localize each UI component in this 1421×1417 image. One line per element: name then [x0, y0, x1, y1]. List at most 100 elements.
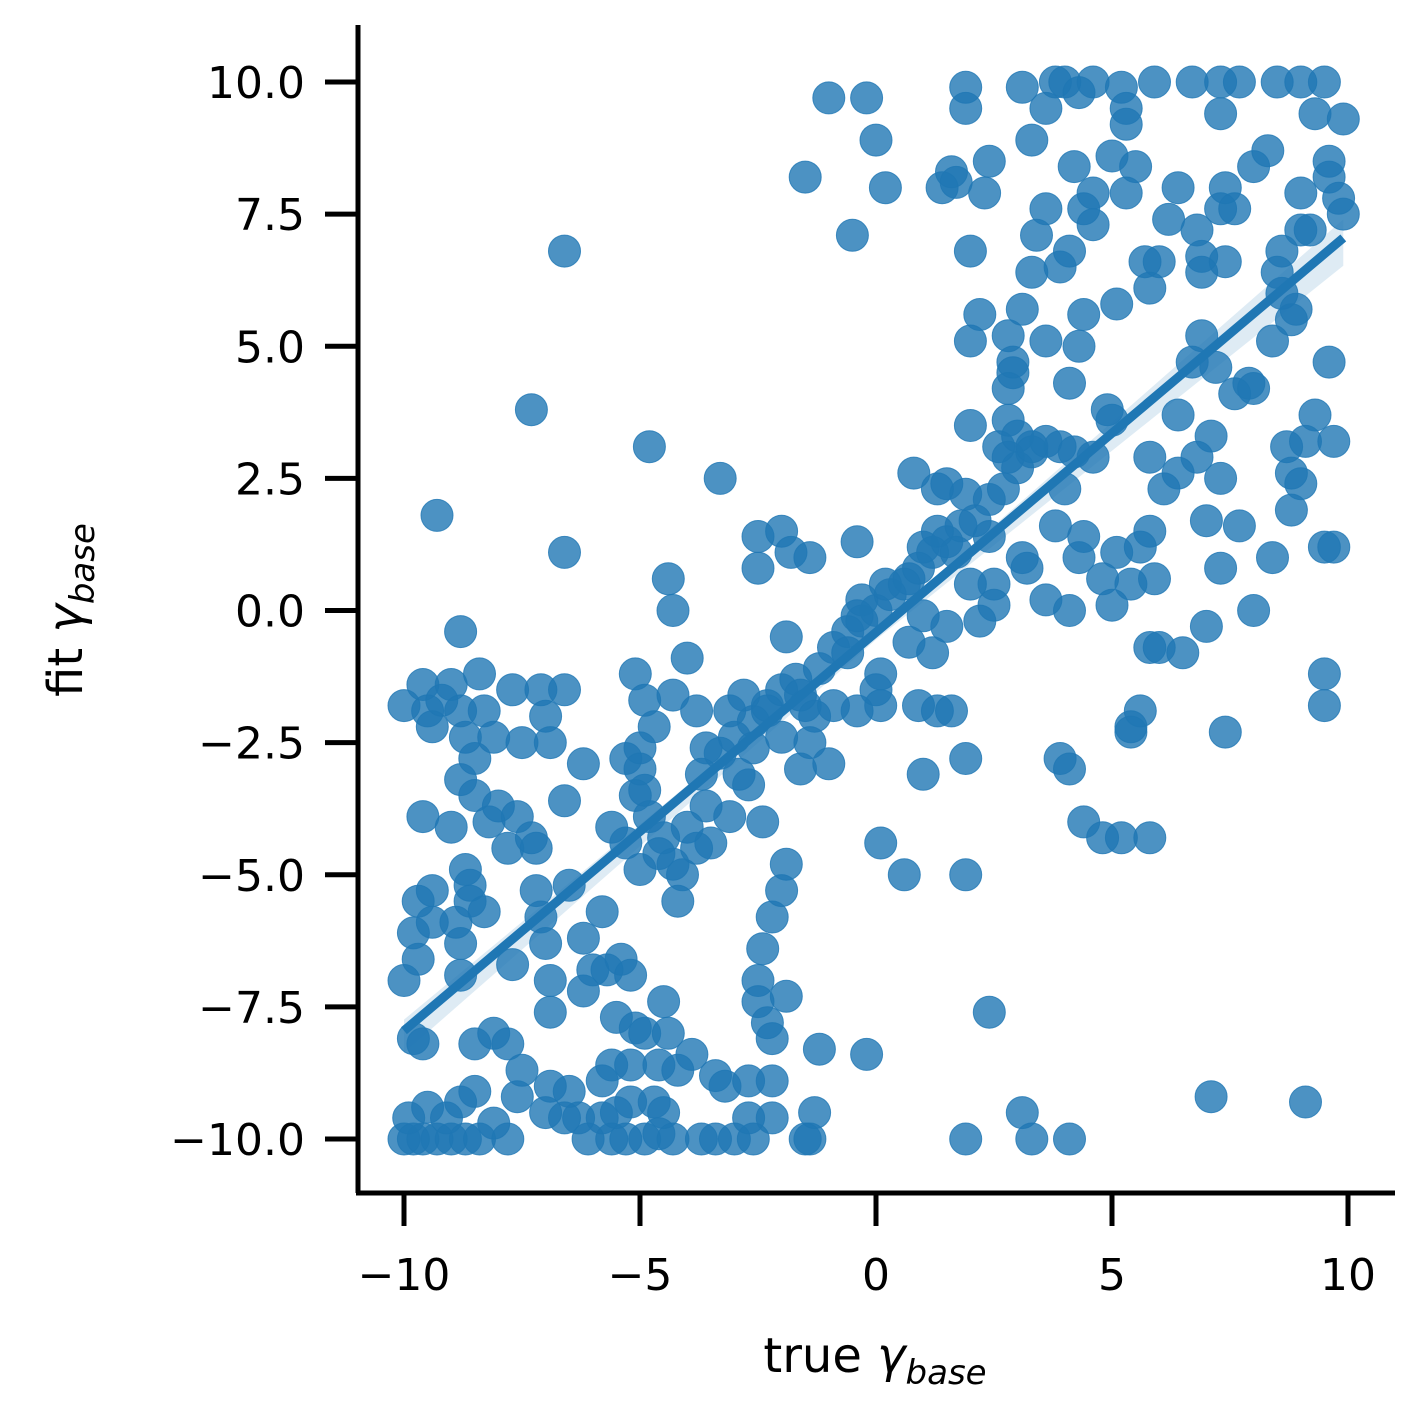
data-point — [1237, 372, 1271, 405]
data-point — [949, 70, 983, 104]
data-point — [1222, 65, 1256, 99]
data-point — [755, 1064, 789, 1098]
data-point — [491, 1027, 525, 1061]
data-point — [1307, 657, 1341, 691]
data-point — [769, 979, 803, 1013]
data-point — [1204, 551, 1238, 585]
data-point — [972, 995, 1006, 1029]
data-point — [647, 985, 681, 1019]
data-point — [920, 472, 954, 506]
data-point — [448, 853, 482, 886]
data-point — [656, 678, 690, 712]
data-point — [1293, 213, 1327, 247]
data-point — [1133, 821, 1167, 855]
y-tick-label: 5.0 — [235, 322, 305, 373]
data-point — [1317, 424, 1351, 458]
data-point — [1053, 1122, 1086, 1156]
data-point — [1152, 202, 1186, 236]
x-tick-label: −5 — [608, 1250, 673, 1301]
data-point — [1204, 97, 1238, 131]
data-point — [623, 853, 657, 886]
data-point — [1015, 255, 1049, 289]
data-point — [892, 562, 926, 596]
data-point — [595, 810, 629, 844]
data-point — [434, 810, 468, 844]
data-point — [505, 726, 539, 760]
data-point — [1076, 176, 1110, 210]
y-tick-label: −2.5 — [198, 719, 305, 770]
data-point — [1109, 176, 1143, 210]
data-point — [496, 673, 530, 707]
data-point — [670, 641, 704, 675]
data-point — [694, 826, 728, 860]
data-point — [953, 567, 987, 601]
data-point — [614, 958, 648, 992]
data-point — [1015, 430, 1049, 464]
x-axis-label-subscript: base — [906, 1353, 987, 1393]
data-point — [1289, 1085, 1322, 1119]
data-point — [444, 615, 478, 649]
data-point — [812, 81, 846, 115]
data-point — [632, 430, 666, 464]
data-point — [793, 726, 827, 760]
data-point — [533, 1069, 567, 1103]
data-point — [1128, 245, 1162, 279]
data-point — [968, 176, 1002, 210]
data-point — [1095, 588, 1129, 622]
data-point — [1218, 192, 1252, 226]
data-point — [505, 1053, 539, 1087]
data-point — [864, 826, 898, 860]
data-point — [703, 461, 737, 495]
data-point — [651, 562, 685, 596]
data-point — [1038, 509, 1072, 543]
data-point — [642, 1048, 676, 1082]
data-point — [1189, 504, 1223, 538]
data-point — [949, 1122, 983, 1156]
data-point — [1189, 609, 1223, 643]
data-point — [514, 393, 548, 427]
data-point — [614, 1048, 648, 1082]
y-tick-label: −7.5 — [198, 983, 305, 1034]
data-point — [1237, 594, 1271, 627]
x-tick-label: 0 — [862, 1250, 890, 1301]
data-point — [736, 1122, 770, 1156]
data-point — [675, 1037, 709, 1071]
data-point — [1204, 461, 1238, 495]
data-point — [887, 858, 921, 892]
x-axis-label-text: true — [763, 1328, 877, 1384]
regression-line — [401, 234, 1347, 1035]
data-point — [1020, 218, 1053, 252]
data-point — [1298, 97, 1332, 131]
data-point — [1312, 144, 1346, 178]
data-point — [1147, 472, 1181, 506]
data-point — [949, 858, 983, 892]
data-point — [727, 678, 761, 712]
y-axis-label-symbol: γ — [38, 602, 94, 633]
y-ticks: −10.0 −7.5 −5.0 −2.5 0.0 2.5 5.0 7.5 10.0 — [170, 58, 358, 1166]
data-point — [835, 218, 869, 252]
data-point — [1161, 398, 1195, 432]
data-point — [1100, 535, 1134, 569]
x-tick-label: 5 — [1098, 1250, 1126, 1301]
x-tick-label: −10 — [358, 1250, 451, 1301]
data-point — [793, 541, 827, 575]
data-point — [1166, 636, 1200, 670]
data-point — [1005, 541, 1039, 575]
data-point — [802, 1032, 836, 1066]
x-axis-label-symbol: γ — [877, 1328, 908, 1384]
data-point — [496, 948, 530, 982]
data-point — [1256, 541, 1289, 575]
data-point — [548, 234, 581, 268]
data-point — [1284, 176, 1318, 210]
data-point — [1005, 70, 1039, 104]
data-point — [406, 800, 440, 834]
y-tick-label: 2.5 — [235, 454, 305, 505]
data-point — [1138, 65, 1171, 99]
data-point — [746, 932, 780, 966]
data-point — [533, 995, 567, 1029]
data-point — [1251, 134, 1285, 168]
data-point — [533, 726, 567, 760]
x-ticks: −10 −5 0 5 10 — [358, 1193, 1376, 1301]
data-point — [533, 964, 567, 997]
data-point — [906, 757, 940, 791]
